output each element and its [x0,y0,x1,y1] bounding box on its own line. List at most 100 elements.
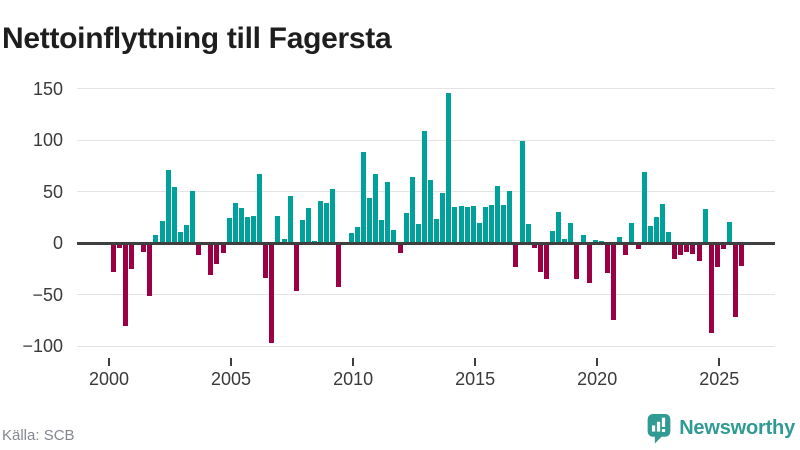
bar-positive [287,195,293,244]
bar-positive [244,216,250,244]
bar-positive [458,206,464,244]
bar-positive [434,218,440,244]
newsworthy-logo-text: Newsworthy [679,417,795,439]
bar-positive [446,93,452,244]
bar-positive [653,216,659,244]
bar-positive [238,208,244,244]
bar-positive [318,201,324,244]
x-axis-label: 2000 [88,369,130,389]
bar-positive [580,235,586,244]
bar-positive [727,221,733,244]
bar-negative [336,243,342,287]
bar-positive [373,174,379,244]
bar-negative [611,243,617,321]
y-axis-label: 0 [52,233,63,254]
bar-negative [714,243,720,267]
bar-positive [495,185,501,244]
bar-positive [476,222,482,244]
bar-positive [190,190,196,244]
bar-positive [171,186,177,244]
newsworthy-bubble-icon [647,414,671,444]
bar-positive [232,203,238,244]
bar-positive [568,222,574,244]
bar-negative [513,243,519,267]
bar-negative [122,243,128,326]
bar-positive [354,226,360,244]
gridline [77,345,775,347]
bar-positive [556,212,562,244]
bar-positive [360,151,366,244]
x-axis-label: 2020 [577,369,618,389]
bar-negative [696,243,702,261]
bar-negative [684,243,690,252]
bar-negative [720,243,726,250]
zero-axis-line [77,242,775,245]
bar-positive [617,237,623,244]
newsworthy-logo: Newsworthy [646,413,795,444]
bar-negative [110,243,116,273]
bar-negative [733,243,739,318]
bar-negative [263,243,269,279]
x-axis-label: 2025 [699,369,740,389]
bar-positive [409,177,415,244]
bar-positive [550,230,556,244]
bar-positive [403,213,409,244]
bar-positive [421,131,427,244]
bar-positive [489,205,495,244]
source-text: Källa: SCB [2,427,75,444]
y-axis-label: −100 [22,336,63,357]
bar-positive [348,233,354,244]
x-axis-label: 2010 [333,369,374,389]
bar-positive [647,225,653,244]
bar-positive [385,181,391,244]
bar-negative [208,243,214,276]
x-axis-label: 2015 [455,369,496,389]
bar-positive [159,220,165,244]
bar-positive [367,198,372,244]
y-axis-label: −50 [32,284,63,305]
bar-negative [672,243,678,259]
bar-negative [690,243,696,254]
bar-positive [519,141,525,244]
bar-positive [464,207,470,244]
bar-positive [428,179,434,244]
bar-negative [678,243,684,255]
x-axis-tick [352,358,355,366]
y-axis-label: 50 [42,181,63,202]
bar-positive [415,223,421,244]
bar-positive [641,172,647,244]
bar-positive [226,217,232,244]
y-axis-label: 150 [32,78,63,99]
bar-positive [177,231,183,244]
gridline [77,88,775,90]
x-axis-tick [230,358,233,366]
bar-negative [586,243,592,284]
bar-positive [330,188,336,244]
bar-positive [501,205,507,244]
bar-positive [470,206,476,244]
bar-negative [708,243,714,333]
bar-negative [220,243,226,253]
bar-positive [452,207,458,244]
bar-positive [281,239,287,244]
bar-negative [635,243,641,250]
bar-negative [739,243,745,266]
bar-positive [592,240,598,244]
bar-positive [324,203,330,244]
bar-positive [507,190,513,244]
bar-positive [275,215,281,244]
bar-negative [623,243,629,255]
bar-negative [129,243,134,269]
x-axis-tick [718,358,721,366]
bar-positive [183,224,189,244]
bar-positive [379,219,385,244]
bar-negative [531,243,537,249]
y-axis-label: 100 [32,130,63,151]
bar-negative [269,243,275,344]
bar-positive [299,219,305,244]
bar-positive [257,174,263,244]
x-axis-label: 2005 [211,369,252,389]
bar-positive [702,209,708,244]
x-axis-tick [596,358,599,366]
